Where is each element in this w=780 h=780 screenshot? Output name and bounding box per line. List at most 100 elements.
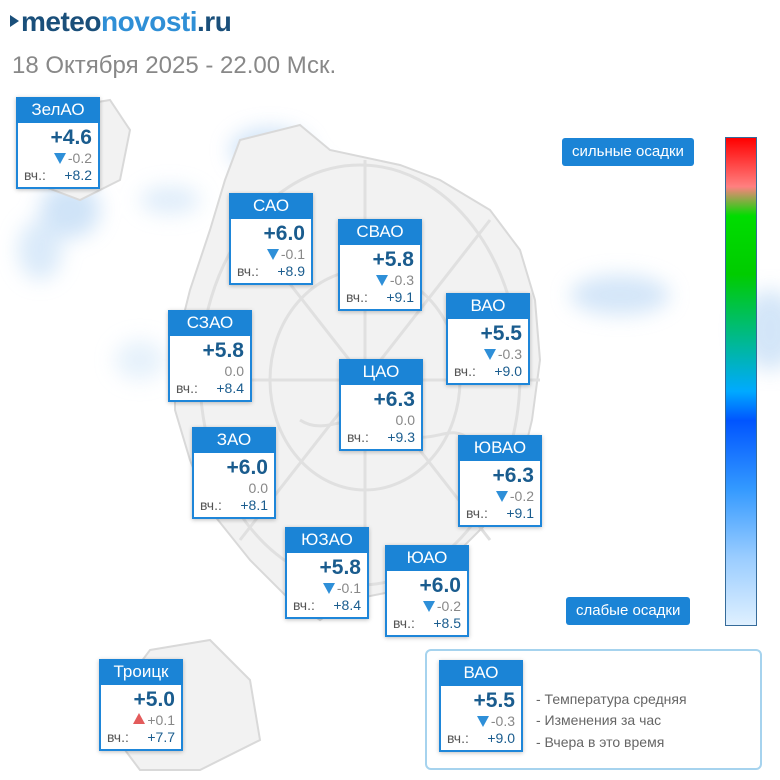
district-temperature: +6.3 — [373, 388, 415, 411]
district-card: ЦАО +6.3 0.0 вч.: +9.3 — [339, 359, 423, 451]
change-value: 0.0 — [395, 412, 415, 428]
district-card: СЗАО +5.8 0.0 вч.: +8.4 — [168, 310, 252, 402]
district-name: ЦАО — [339, 359, 423, 385]
yesterday-label: вч.: — [176, 380, 198, 396]
district-yesterday: вч.: +9.0 — [448, 362, 528, 380]
yesterday-label: вч.: — [346, 289, 368, 305]
logo-mark-icon — [10, 15, 19, 27]
district-yesterday: вч.: +8.5 — [387, 614, 467, 632]
district-change: -0.2 — [18, 150, 98, 166]
district-temperature: +5.8 — [202, 339, 244, 362]
district-name: САО — [229, 193, 313, 219]
logo-suffix: .ru — [197, 6, 232, 37]
district-card: Троицк +5.0 +0.1 вч.: +7.7 — [99, 659, 183, 751]
yesterday-label: вч.: — [447, 730, 469, 746]
change-value: -0.3 — [490, 713, 515, 729]
district-yesterday: вч.: +9.1 — [460, 504, 540, 522]
district-yesterday: вч.: +9.0 — [441, 729, 521, 747]
yesterday-value: +8.4 — [216, 380, 244, 396]
change-value: -0.1 — [336, 580, 361, 596]
trend-down-icon — [476, 716, 489, 727]
district-change: -0.2 — [387, 598, 467, 614]
yesterday-value: +8.9 — [277, 263, 305, 279]
change-value: +0.1 — [147, 712, 175, 728]
logo-prefix: meteo — [21, 6, 101, 37]
trend-down-icon — [322, 583, 335, 594]
yesterday-value: +9.0 — [494, 363, 522, 379]
yesterday-value: +8.2 — [64, 167, 92, 183]
change-value: -0.3 — [497, 346, 522, 362]
district-temperature: +5.8 — [319, 556, 361, 579]
scale-top-label: сильные осадки — [562, 138, 694, 166]
district-card: ВАО +5.5 -0.3 вч.: +9.0 — [446, 293, 530, 385]
trend-down-icon — [422, 601, 435, 612]
district-card: СВАО +5.8 -0.3 вч.: +9.1 — [338, 219, 422, 311]
change-value: -0.2 — [436, 598, 461, 614]
district-card: САО +6.0 -0.1 вч.: +8.9 — [229, 193, 313, 285]
district-change: 0.0 — [170, 363, 250, 379]
district-temperature: +6.0 — [263, 222, 305, 245]
district-change: -0.3 — [448, 346, 528, 362]
district-temperature: +4.6 — [50, 126, 92, 149]
logo-middle: novosti — [100, 6, 198, 37]
yesterday-value: +8.5 — [433, 615, 461, 631]
precipitation-scale — [725, 137, 757, 626]
district-yesterday: вч.: +9.3 — [341, 428, 421, 446]
change-value: -0.1 — [280, 246, 305, 262]
district-change: 0.0 — [341, 412, 421, 428]
district-yesterday: вч.: +8.1 — [194, 496, 274, 514]
trend-down-icon — [375, 275, 388, 286]
scale-bottom-label: слабые осадки — [566, 597, 691, 625]
yesterday-label: вч.: — [454, 363, 476, 379]
yesterday-label: вч.: — [393, 615, 415, 631]
yesterday-label: вч.: — [466, 505, 488, 521]
yesterday-value: +9.3 — [387, 429, 415, 445]
district-change: -0.1 — [231, 246, 311, 262]
legend-sample-card: ВАО +5.5 -0.3 вч.: +9.0 — [439, 660, 523, 752]
district-change: +0.1 — [101, 712, 181, 728]
district-name: ВАО — [446, 293, 530, 319]
legend-line-yesterday: - Вчера в это время — [536, 734, 665, 750]
district-yesterday: вч.: +8.4 — [287, 596, 367, 614]
district-card: ЗАО +6.0 0.0 вч.: +8.1 — [192, 427, 276, 519]
district-name: ЗелАО — [16, 97, 100, 123]
district-change: -0.3 — [441, 713, 521, 729]
district-temperature: +5.0 — [133, 688, 175, 711]
trend-up-icon — [133, 713, 146, 724]
yesterday-value: +9.1 — [506, 505, 534, 521]
change-value: -0.2 — [509, 488, 534, 504]
district-temperature: +5.5 — [480, 322, 522, 345]
district-change: -0.3 — [340, 272, 420, 288]
district-yesterday: вч.: +8.4 — [170, 379, 250, 397]
change-value: -0.2 — [67, 150, 92, 166]
district-name: ЮЗАО — [285, 527, 369, 553]
trend-down-icon — [53, 153, 66, 164]
district-change: -0.1 — [287, 580, 367, 596]
change-value: 0.0 — [224, 363, 244, 379]
trend-down-icon — [483, 349, 496, 360]
change-value: -0.3 — [389, 272, 414, 288]
district-temperature: +6.0 — [419, 574, 461, 597]
yesterday-value: +9.1 — [386, 289, 414, 305]
yesterday-value: +9.0 — [487, 730, 515, 746]
district-yesterday: вч.: +9.1 — [340, 288, 420, 306]
district-temperature: +5.8 — [372, 248, 414, 271]
yesterday-label: вч.: — [24, 167, 46, 183]
yesterday-value: +8.1 — [240, 497, 268, 513]
site-logo[interactable]: meteonovosti.ru — [10, 6, 232, 38]
trend-down-icon — [495, 491, 508, 502]
district-name: ЗАО — [192, 427, 276, 453]
district-name: ЮВАО — [458, 435, 542, 461]
district-temperature: +5.5 — [473, 689, 515, 712]
district-name: Троицк — [99, 659, 183, 685]
district-card: ЮЗАО +5.8 -0.1 вч.: +8.4 — [285, 527, 369, 619]
district-card: ЮВАО +6.3 -0.2 вч.: +9.1 — [458, 435, 542, 527]
trend-down-icon — [266, 249, 279, 260]
district-name: СЗАО — [168, 310, 252, 336]
date-time-subtitle: 18 Октября 2025 - 22.00 Мск. — [12, 52, 337, 79]
district-yesterday: вч.: +7.7 — [101, 728, 181, 746]
yesterday-label: вч.: — [237, 263, 259, 279]
yesterday-label: вч.: — [347, 429, 369, 445]
district-temperature: +6.3 — [492, 464, 534, 487]
